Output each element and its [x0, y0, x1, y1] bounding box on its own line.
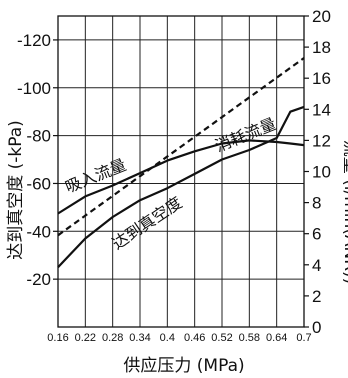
series-line-2	[57, 57, 305, 237]
y-left-tick-label: -20	[26, 270, 51, 289]
y-axis-right-title: 流量 (l/min(ANR))	[340, 140, 348, 285]
y-right-tick-label: 20	[312, 7, 331, 26]
y-right-tick-label: 4	[312, 256, 321, 275]
y-left-tick-label: -40	[26, 222, 51, 241]
y-left-tick-label: -120	[17, 31, 51, 50]
series-line-0	[57, 139, 305, 215]
x-tick-label: 0.34	[129, 332, 150, 344]
y-axis-left-title: 达到真空度 (-kPa)	[6, 120, 26, 260]
x-tick-label: 0.58	[239, 332, 260, 344]
y-right-tick-label: 6	[312, 225, 321, 244]
grid	[58, 16, 304, 327]
y-right-tick-label: 16	[312, 69, 331, 88]
series-line-1	[57, 105, 305, 268]
y-right-tick-label: 12	[312, 131, 331, 150]
tick-labels: 0.16 0.22 0.28 0.34 0.4 0.46 0.52 0.58 0.64 0.7 -1…	[17, 7, 331, 344]
plot-frame	[53, 15, 309, 328]
y-right-tick-label: 14	[312, 100, 331, 119]
y-left-tick-label: -80	[26, 127, 51, 146]
x-tick-label: 0.22	[75, 332, 96, 344]
y-right-tick-label: 18	[312, 38, 331, 57]
y-right-tick-label: 2	[312, 287, 321, 306]
y-left-tick-label: -100	[17, 79, 51, 98]
x-tick-label: 0.64	[266, 332, 287, 344]
y-right-tick-label: 10	[312, 163, 331, 182]
x-tick-label: 0.16	[47, 332, 68, 344]
y-right-tick-label: 0	[312, 318, 321, 337]
x-tick-label: 0.7	[296, 332, 311, 344]
series-layer	[57, 57, 305, 268]
y-left-tick-label: -60	[26, 174, 51, 193]
vacuum-label: 达到真空度	[109, 193, 186, 253]
x-tick-label: 0.46	[184, 332, 205, 344]
x-tick-label: 0.52	[211, 332, 232, 344]
y-right-tick-label: 8	[312, 194, 321, 213]
x-axis-title: 供应压力 (MPa)	[123, 356, 244, 376]
x-tick-label: 0.28	[102, 332, 123, 344]
x-tick-label: 0.4	[160, 332, 175, 344]
